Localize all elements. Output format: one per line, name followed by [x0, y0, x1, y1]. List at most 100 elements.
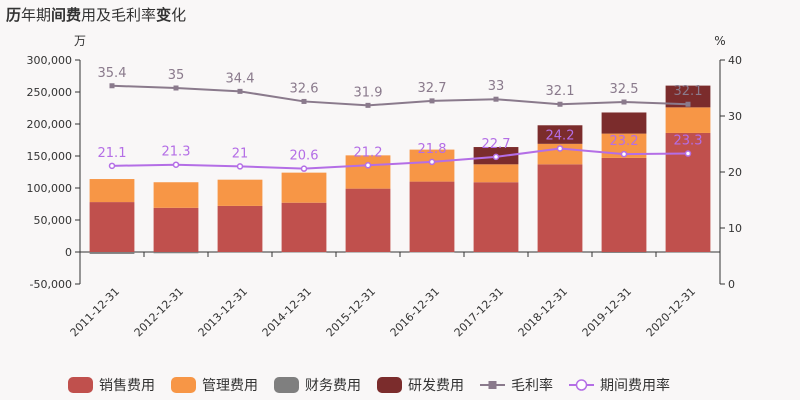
- title-segment: 年期: [21, 6, 51, 24]
- left-tick-label: 300,000: [27, 54, 73, 67]
- bar-segment: [473, 182, 519, 252]
- legend-marker: [575, 379, 588, 391]
- right-axis-unit: %: [714, 34, 725, 48]
- left-tick-label: 200,000: [27, 118, 73, 131]
- bar-segment: [217, 205, 263, 252]
- data-point: [108, 162, 116, 170]
- bar-segment: [89, 252, 135, 254]
- x-tick-label: 2020-12-31: [644, 285, 698, 339]
- legend-item[interactable]: 研发费用: [377, 377, 464, 394]
- right-tick-label: 10: [728, 222, 742, 235]
- legend-swatch: [274, 377, 299, 393]
- bar-segment: [665, 107, 711, 133]
- series-line: [111, 84, 689, 107]
- x-tick-label: 2015-12-31: [324, 285, 378, 339]
- bar-segment: [537, 125, 583, 144]
- right-tick-label: 20: [728, 166, 742, 179]
- data-label: 35: [168, 68, 185, 83]
- data-point: [621, 99, 627, 105]
- right-tick-label: 30: [728, 110, 742, 123]
- bar-segment: [601, 157, 647, 252]
- bar-segment: [537, 252, 583, 253]
- x-tick-label: 2014-12-31: [260, 285, 314, 339]
- legend-item[interactable]: 销售费用: [68, 377, 155, 394]
- left-tick-label: 250,000: [27, 86, 73, 99]
- data-label: 35.4: [98, 66, 127, 81]
- bar-segment: [89, 179, 135, 203]
- data-point: [493, 96, 499, 102]
- bar-segment: [153, 207, 199, 252]
- data-label: 32.1: [546, 84, 575, 99]
- data-point: [364, 162, 372, 169]
- data-point: [429, 98, 435, 104]
- x-tick-label: 2011-12-31: [68, 285, 122, 339]
- legend-item[interactable]: 管理费用: [171, 377, 258, 394]
- bar-segment: [537, 164, 583, 252]
- bar-segment: [345, 252, 391, 253]
- legend: 销售费用 管理费用 财务费用 研发费用 毛利率 期间费用率: [68, 377, 670, 394]
- data-point: [428, 158, 436, 166]
- data-label: 21.2: [354, 145, 383, 160]
- x-tick-label: 2016-12-31: [388, 285, 442, 339]
- title-segment: 化: [171, 6, 186, 24]
- title-segment: 用及毛利率: [81, 6, 156, 24]
- data-label: 20.6: [290, 149, 319, 164]
- legend-label: 毛利率: [511, 377, 553, 394]
- legend-item[interactable]: 财务费用: [274, 377, 361, 394]
- data-point: [365, 102, 371, 108]
- x-tick-label: 2019-12-31: [580, 285, 634, 339]
- bar-segment: [153, 252, 199, 254]
- data-label: 32.6: [290, 81, 319, 96]
- bar-segment: [217, 252, 263, 253]
- bar-segment: [89, 202, 135, 252]
- legend-swatch: [68, 377, 93, 393]
- bar-segment: [409, 149, 455, 182]
- legend-marker: [488, 381, 497, 389]
- title-segment: 变: [156, 6, 171, 24]
- left-tick-label: 150,000: [27, 150, 73, 163]
- data-point: [109, 83, 115, 89]
- legend-item[interactable]: 毛利率: [480, 377, 553, 394]
- data-point: [301, 98, 307, 104]
- bar-segment: [345, 155, 391, 189]
- left-tick-label: -50,000: [30, 278, 72, 291]
- data-label: 21: [232, 146, 249, 161]
- legend-label: 销售费用: [99, 378, 155, 394]
- data-point: [173, 85, 179, 91]
- bar-segment: [409, 252, 455, 253]
- legend-label: 管理费用: [202, 378, 258, 394]
- left-tick-label: 100,000: [27, 182, 73, 195]
- data-label: 21.1: [98, 146, 127, 161]
- bar-segment: [153, 182, 199, 208]
- series-line: [111, 147, 689, 170]
- data-point: [236, 163, 244, 170]
- data-point: [685, 101, 691, 107]
- x-tick-label: 2013-12-31: [196, 285, 250, 339]
- right-tick-label: 40: [728, 54, 742, 67]
- legend-item[interactable]: 期间费用率: [569, 377, 670, 394]
- data-label: 31.9: [354, 85, 383, 100]
- legend-label: 研发费用: [408, 378, 464, 394]
- data-point: [557, 101, 563, 107]
- title-segment: 历: [6, 6, 21, 24]
- data-point: [172, 161, 180, 168]
- right-tick-label: 0: [728, 278, 735, 291]
- data-label: 33: [488, 79, 505, 94]
- bars: [89, 85, 711, 254]
- bar-segment: [665, 85, 711, 108]
- data-label: 32.5: [610, 82, 639, 97]
- data-label: 22.7: [482, 137, 511, 152]
- legend-swatch: [377, 377, 402, 393]
- bar-segment: [473, 252, 519, 253]
- data-point: [556, 145, 564, 152]
- bar-segment: [601, 112, 647, 134]
- data-label: 34.4: [226, 71, 255, 86]
- x-tick-label: 2018-12-31: [516, 285, 570, 339]
- data-label: 24.2: [546, 128, 575, 143]
- data-point: [300, 165, 308, 172]
- data-label: 32.7: [418, 81, 447, 96]
- bar-segment: [665, 252, 711, 253]
- x-tick-label: 2012-12-31: [132, 285, 186, 339]
- data-label: 21.3: [162, 145, 191, 160]
